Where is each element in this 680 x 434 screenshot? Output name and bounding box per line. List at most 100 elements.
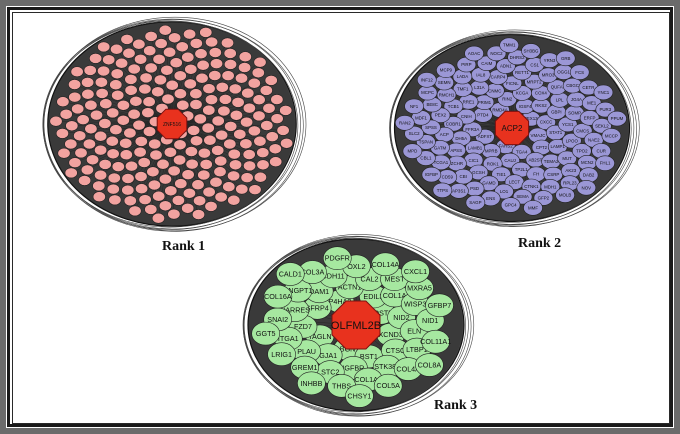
rank2-node-label: GAMD (482, 181, 495, 186)
rank2-node-label: AK23 (565, 168, 576, 173)
rank1-node (65, 120, 79, 132)
rank1-node (121, 184, 135, 196)
rank2-node-label: AOAC (468, 51, 480, 56)
rank2-node-label: CAIM (481, 61, 492, 66)
rank3-node-label: XCND3 (379, 330, 403, 339)
rank3-node-label: COL3A (301, 268, 325, 277)
rank1-node (171, 195, 185, 206)
rank1-node (173, 88, 187, 100)
rank1-node (71, 103, 85, 115)
rank1-node (247, 125, 261, 137)
rank2-edge-loop (389, 31, 635, 225)
rank3-node-label: DAM1 (309, 287, 329, 296)
network-rank1: ZNF516 (42, 16, 307, 232)
rank2-node-label: SEMN (438, 80, 451, 85)
rank1-node (142, 96, 156, 108)
rank2-node-label: CXCC (540, 120, 552, 125)
rank1-node (217, 105, 231, 117)
rank1-node (221, 37, 235, 49)
rank3-node-label: EDIL3 (363, 292, 383, 301)
rank1-node (215, 129, 229, 141)
rank2-edge-loop (390, 32, 637, 227)
rank1-node (105, 135, 119, 147)
rank1-node (68, 79, 82, 90)
rank2-node: TMM1 (499, 37, 520, 53)
rank1-node (164, 185, 178, 197)
rank3-node-label: GFBP7 (428, 301, 452, 310)
rank2-node: COBR1 (443, 116, 464, 132)
rank1-node (109, 79, 123, 91)
rank3-node-label: CTSC (386, 346, 406, 355)
rank2-node-label: SH3BG (524, 49, 539, 54)
rank2-node: LPL (549, 92, 570, 108)
rank3-node-label: COL1A2 (354, 375, 382, 384)
rank1-node (129, 95, 143, 107)
rank2-node: L31A (469, 79, 490, 96)
rank1-node (144, 204, 158, 215)
rank1-node (106, 183, 120, 195)
rank2-node-label: MUT (562, 156, 572, 161)
rank1-edge-loop (43, 19, 304, 232)
rank1-node (57, 147, 71, 159)
rank3-node-label: GREM1 (292, 363, 318, 372)
rank2-node: AOAC (464, 45, 484, 62)
rank1-node (181, 202, 195, 214)
rank2-node-label: IGSF4 (519, 104, 532, 109)
rank2-node-label: NF1 (410, 104, 419, 109)
rank1-hub-label: ZNF516 (163, 122, 181, 128)
rank2-node-label: MCN2 (581, 160, 594, 165)
rank1-node (154, 38, 168, 49)
rank1-node (76, 114, 90, 125)
rank1-node (196, 59, 210, 71)
rank1-node (134, 171, 148, 182)
rank2-node-label: YNC1 (598, 90, 610, 95)
rank2-node-label: MCCP (605, 134, 618, 139)
rank1-node (233, 128, 247, 140)
rank1-node (98, 118, 112, 129)
rank1-node (59, 108, 73, 120)
rank1-node (148, 138, 162, 150)
rank1-edge-loop (43, 18, 301, 230)
rank1-node (163, 46, 177, 58)
rank2-node-label: MCPC (421, 90, 434, 95)
rank1-node (139, 72, 153, 84)
rank2-node-label: APSS (450, 148, 462, 153)
rank2-node-label: FCS (575, 70, 584, 75)
rank2-node-label: CBL1 (420, 156, 432, 161)
rank1-node (137, 157, 151, 168)
rank3-node-label: ITGA1 (278, 334, 299, 343)
rank1-edge-loop (42, 20, 296, 228)
rank2-node-label: CARP4 (491, 75, 506, 80)
rank2-node-label: AB2ST (528, 157, 542, 162)
rank1-node (158, 24, 172, 36)
rank3-node-label: ELN (407, 327, 421, 336)
rank2-node: SLC2 (404, 125, 424, 142)
rank1-node (161, 93, 175, 105)
rank1-node (204, 201, 218, 212)
rank2-node-label: CTNK1 (524, 184, 539, 189)
rank2-node-label: TCGA1 (434, 160, 449, 165)
rank2-node-label: INF12 (421, 78, 434, 83)
rank2-node-label: FH (533, 172, 539, 177)
rank1-node (167, 165, 181, 177)
rank1-node (81, 77, 95, 88)
rank3-label: Rank 3 (434, 398, 478, 413)
rank1-node (193, 195, 207, 207)
rank3-hub-node: OLFML2B (331, 300, 381, 350)
rank1-node (152, 190, 166, 202)
rank1-node (122, 47, 136, 59)
rank1-node (173, 70, 187, 82)
rank2-node-label: TIE1 (497, 172, 507, 177)
rank2-node-label: YCS1 (562, 122, 574, 127)
rank1-node (173, 154, 187, 166)
rank2-node-label: MMF (528, 205, 538, 210)
rank2-node: MOLB (555, 187, 575, 203)
rank3-node-label: POSTN (369, 308, 394, 317)
rank2-node-label: GFP2 (538, 196, 550, 201)
rank2-node-label: MOLB (559, 193, 572, 198)
rank3-node-label: COL4A (396, 365, 420, 374)
rank2-node-label: ADN1 (500, 64, 512, 69)
rank1-node (134, 53, 148, 65)
rank1-node (123, 127, 137, 139)
rank1-node (73, 130, 87, 142)
